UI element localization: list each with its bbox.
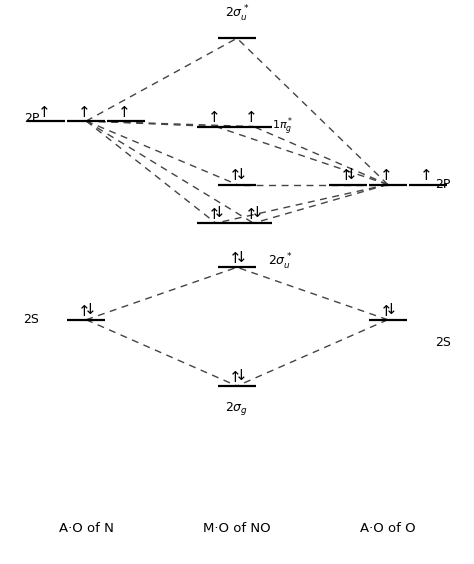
Text: ↑: ↑ — [38, 105, 51, 120]
Text: $1\pi_g^*$: $1\pi_g^*$ — [273, 116, 294, 138]
Text: M·O of NO: M·O of NO — [203, 522, 271, 535]
Text: ↓: ↓ — [83, 302, 96, 317]
Text: $2\sigma_u^*$: $2\sigma_u^*$ — [225, 5, 249, 24]
Text: ↓: ↓ — [235, 368, 247, 384]
Text: ↑: ↑ — [380, 169, 392, 183]
Text: ↓: ↓ — [213, 205, 226, 221]
Text: ↑: ↑ — [78, 303, 91, 319]
Text: ↑: ↑ — [208, 111, 220, 125]
Text: ↑: ↑ — [229, 370, 241, 385]
Text: $2\sigma_g$: $2\sigma_g$ — [226, 400, 248, 417]
Text: ↑: ↑ — [118, 105, 131, 120]
Text: ↑: ↑ — [419, 169, 432, 183]
Text: ↑: ↑ — [78, 105, 91, 120]
Text: 2P: 2P — [24, 112, 39, 125]
Text: ↑: ↑ — [229, 251, 241, 266]
Text: 2S: 2S — [23, 313, 39, 326]
Text: ↑: ↑ — [339, 169, 352, 183]
Text: ↓: ↓ — [385, 302, 398, 317]
Text: A·O of O: A·O of O — [360, 522, 416, 535]
Text: ↓: ↓ — [345, 167, 358, 182]
Text: ↑: ↑ — [380, 303, 392, 319]
Text: ↓: ↓ — [235, 250, 247, 265]
Text: ↓: ↓ — [235, 167, 247, 182]
Text: $2\sigma_u^*$: $2\sigma_u^*$ — [268, 252, 292, 272]
Text: 2P: 2P — [435, 178, 450, 191]
Text: 2S: 2S — [435, 336, 451, 349]
Text: A·O of N: A·O of N — [59, 522, 114, 535]
Text: ↓: ↓ — [251, 205, 264, 221]
Text: ↑: ↑ — [245, 207, 258, 222]
Text: ↑: ↑ — [208, 207, 220, 222]
Text: ↑: ↑ — [245, 111, 258, 125]
Text: ↑: ↑ — [229, 169, 241, 183]
